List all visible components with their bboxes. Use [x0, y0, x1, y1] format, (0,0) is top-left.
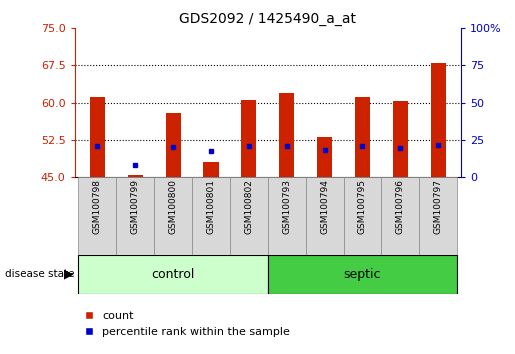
Bar — [165, 113, 181, 177]
Text: GSM100796: GSM100796 — [396, 179, 405, 234]
Bar — [78, 255, 268, 294]
Text: GSM100801: GSM100801 — [207, 179, 215, 234]
Text: GSM100800: GSM100800 — [168, 179, 178, 234]
Bar — [268, 255, 457, 294]
Text: control: control — [151, 268, 195, 281]
Legend: count, percentile rank within the sample: count, percentile rank within the sample — [80, 307, 295, 341]
Text: septic: septic — [344, 268, 381, 281]
Bar — [154, 177, 192, 255]
Bar — [344, 177, 382, 255]
Bar — [431, 63, 446, 177]
Text: GSM100797: GSM100797 — [434, 179, 443, 234]
Bar — [203, 162, 218, 177]
Text: GSM100794: GSM100794 — [320, 179, 329, 234]
Text: GSM100799: GSM100799 — [131, 179, 140, 234]
Bar — [230, 177, 268, 255]
Text: GSM100802: GSM100802 — [244, 179, 253, 234]
Bar — [393, 101, 408, 177]
Bar — [90, 97, 105, 177]
Bar — [419, 177, 457, 255]
Bar — [78, 177, 116, 255]
Title: GDS2092 / 1425490_a_at: GDS2092 / 1425490_a_at — [179, 12, 356, 26]
Text: GSM100793: GSM100793 — [282, 179, 291, 234]
Text: ▶: ▶ — [64, 268, 74, 281]
Bar — [279, 93, 294, 177]
Bar — [317, 137, 332, 177]
Bar — [306, 177, 344, 255]
Bar — [355, 97, 370, 177]
Bar — [128, 175, 143, 177]
Bar — [382, 177, 419, 255]
Bar — [192, 177, 230, 255]
Text: GSM100798: GSM100798 — [93, 179, 102, 234]
Bar — [116, 177, 154, 255]
Text: GSM100795: GSM100795 — [358, 179, 367, 234]
Text: disease state: disease state — [5, 269, 75, 279]
Bar — [242, 100, 256, 177]
Bar — [268, 177, 306, 255]
